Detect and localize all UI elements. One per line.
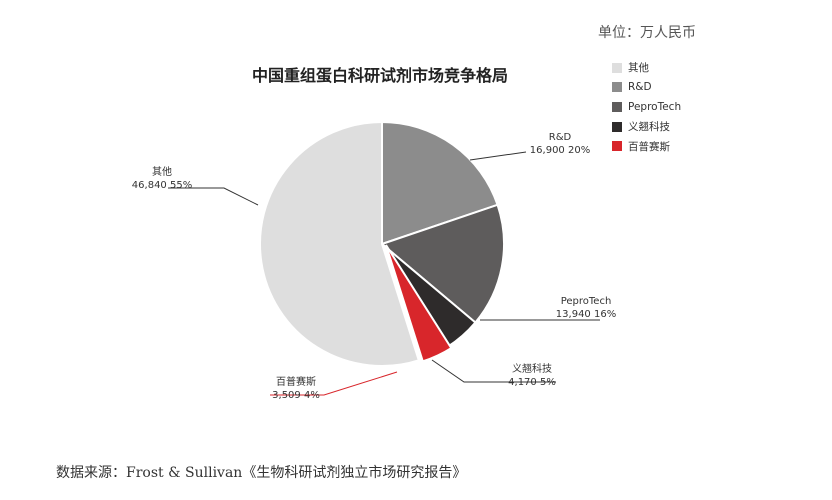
legend-item: 其他 xyxy=(612,58,681,78)
leader-line xyxy=(168,187,259,206)
legend-swatch xyxy=(612,82,622,93)
legend-swatch xyxy=(612,141,622,152)
legend-swatch xyxy=(612,121,622,132)
slice-name-label: 百普赛斯 xyxy=(276,375,316,388)
slice-name-label: 义翘科技 xyxy=(512,362,552,375)
unit-label: 单位：万人民币 xyxy=(598,25,696,41)
legend-swatch xyxy=(612,101,622,112)
pie-slice xyxy=(379,203,505,324)
chart-legend: 其他 R&D PeproTech 义翘科技百普赛斯 xyxy=(612,58,681,156)
legend-label: 义翘科技 xyxy=(628,121,670,134)
legend-item: R&D xyxy=(612,78,681,98)
legend-label: R&D xyxy=(628,81,652,94)
slice-name-label: 其他 xyxy=(152,165,172,178)
source-note: 数据来源：Frost & Sullivan《生物科研试剂独立市场研究报告》 xyxy=(56,465,467,481)
leader-line xyxy=(469,151,527,161)
slice-value-label: 13,940 16% xyxy=(556,309,616,320)
slice-value-label: 3,509 4% xyxy=(272,390,320,401)
pie-slice xyxy=(385,244,453,363)
slice-name-label: R&D xyxy=(549,132,572,143)
slice-name-label: PeproTech xyxy=(561,296,612,307)
slice-value-label: 16,900 20% xyxy=(530,145,590,156)
leader-line xyxy=(270,371,398,396)
pie-slice xyxy=(381,120,499,246)
slice-value-label: 4,170 5% xyxy=(508,377,556,388)
legend-label: 其他 xyxy=(628,62,649,75)
legend-label: 百普赛斯 xyxy=(628,140,670,153)
chart-title: 中国重组蛋白科研试剂市场竞争格局 xyxy=(251,66,508,85)
legend-item: 义翘科技 xyxy=(612,117,681,137)
legend-label: PeproTech xyxy=(628,100,682,113)
legend-item: PeproTech xyxy=(612,97,681,117)
legend-item: 百普赛斯 xyxy=(612,136,681,156)
leader-line xyxy=(431,359,556,383)
pie-slice xyxy=(258,120,421,367)
slice-value-label: 46,840 55% xyxy=(132,180,192,191)
legend-swatch xyxy=(612,62,622,73)
